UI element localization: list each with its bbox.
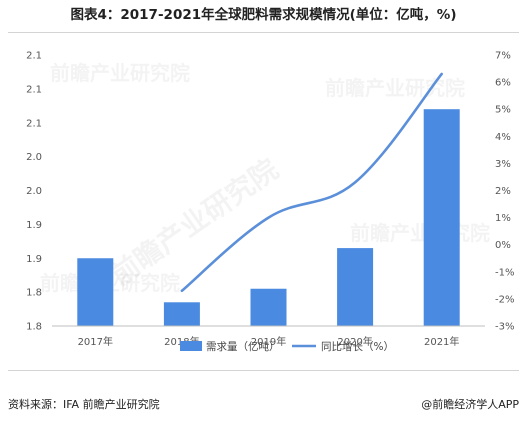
watermark-text: 前瞻产业研究院 [50, 61, 190, 85]
credit-note: @前瞻经济学人APP [421, 398, 519, 411]
legend-bar-label: 需求量（亿吨） [206, 340, 280, 353]
right-axis-tick-label: 3% [495, 159, 511, 170]
left-axis-tick-label: 1.8 [26, 322, 42, 333]
footer-divider [8, 370, 519, 371]
x-axis-tick-label: 2020年 [337, 335, 372, 348]
bar [337, 248, 374, 326]
right-axis-tick-label: 0% [495, 240, 511, 251]
right-axis-tick-label: 2% [495, 186, 511, 197]
left-axis-tick-label: 1.9 [26, 254, 42, 265]
x-axis-tick-label: 2017年 [78, 335, 113, 348]
legend-bar-swatch [180, 341, 202, 351]
left-axis-tick-label: 1.8 [26, 288, 42, 299]
left-axis-tick-label: 2.1 [26, 51, 42, 62]
x-axis-tick-label: 2021年 [424, 335, 459, 348]
bar [77, 258, 114, 326]
bar [423, 109, 460, 326]
right-axis-tick-label: 6% [495, 78, 511, 89]
growth-line [180, 72, 443, 293]
left-axis-tick-label: 1.9 [26, 220, 42, 231]
title-divider [8, 32, 519, 33]
right-axis-tick-label: -1% [495, 267, 514, 278]
right-axis-tick-label: 1% [495, 213, 511, 224]
bar [163, 302, 200, 326]
watermark-text: 前瞻产业研究院 [350, 221, 490, 245]
legend-line-label: 同比增长（%） [321, 340, 394, 353]
right-axis-tick-label: 5% [495, 105, 511, 116]
right-axis-tick-label: -3% [495, 322, 514, 333]
left-axis-tick-label: 2.0 [26, 152, 42, 163]
right-axis-tick-label: 4% [495, 132, 511, 143]
left-axis-tick-label: 2.1 [26, 118, 42, 129]
right-axis-tick-label: 7% [495, 51, 511, 62]
left-axis-tick-label: 2.0 [26, 186, 42, 197]
x-axis-tick-label: 2019年 [251, 335, 286, 348]
bar [250, 288, 287, 326]
chart-title: 图表4：2017-2021年全球肥料需求规模情况(单位：亿吨，%) [70, 7, 457, 23]
watermark-text: 前瞻产业研究院 [325, 76, 465, 100]
right-axis-tick-label: -2% [495, 294, 514, 305]
left-axis-tick-label: 2.1 [26, 84, 42, 95]
source-note: 资料来源：IFA 前瞻产业研究院 [8, 398, 160, 411]
